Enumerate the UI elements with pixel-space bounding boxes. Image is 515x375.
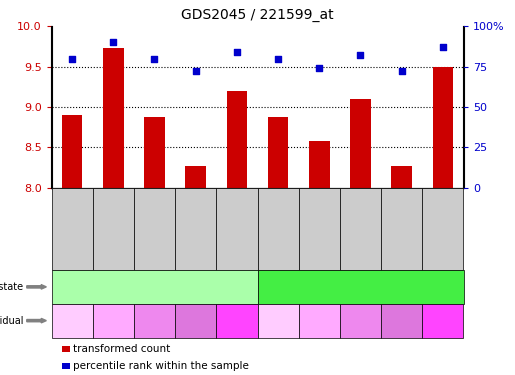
Text: T787: T787 <box>184 316 207 325</box>
Point <box>109 39 117 45</box>
Bar <box>391 166 412 188</box>
Point <box>68 56 76 62</box>
Bar <box>433 68 453 188</box>
Text: GSM88857: GSM88857 <box>232 204 242 254</box>
Text: IDC: IDC <box>351 282 370 292</box>
Text: GSM88850: GSM88850 <box>315 204 324 254</box>
Bar <box>144 117 165 188</box>
Text: T808: T808 <box>226 316 248 325</box>
Point <box>192 68 200 74</box>
Text: T808: T808 <box>432 316 454 325</box>
Text: individual: individual <box>0 316 23 326</box>
Point <box>398 68 406 74</box>
Text: T787: T787 <box>390 316 413 325</box>
Text: disease state: disease state <box>0 282 23 292</box>
Bar <box>185 166 206 188</box>
Text: T374: T374 <box>267 316 289 325</box>
Bar <box>268 117 288 188</box>
Bar <box>62 115 82 188</box>
Bar <box>350 99 371 188</box>
Point <box>315 65 323 71</box>
Point <box>233 49 241 55</box>
Bar <box>227 91 247 188</box>
Text: GSM88848: GSM88848 <box>273 204 283 254</box>
Point <box>356 52 365 58</box>
Text: GSM88855: GSM88855 <box>191 204 200 254</box>
Text: GSM88849: GSM88849 <box>67 204 77 254</box>
Text: percentile rank within the sample: percentile rank within the sample <box>73 361 249 370</box>
Text: GSM88851: GSM88851 <box>109 204 118 254</box>
Text: GDS2045 / 221599_at: GDS2045 / 221599_at <box>181 8 334 21</box>
Text: T661: T661 <box>143 316 166 325</box>
Text: T661: T661 <box>349 316 372 325</box>
Text: GSM88856: GSM88856 <box>438 204 448 254</box>
Point <box>274 56 282 62</box>
Text: GSM88852: GSM88852 <box>356 204 365 254</box>
Text: transformed count: transformed count <box>73 344 170 354</box>
Text: T374: T374 <box>61 316 83 325</box>
Text: T478: T478 <box>102 316 125 325</box>
Bar <box>103 48 124 188</box>
Point <box>150 56 159 62</box>
Text: GSM88854: GSM88854 <box>397 204 406 254</box>
Text: T478: T478 <box>308 316 331 325</box>
Text: GSM88853: GSM88853 <box>150 204 159 254</box>
Point <box>439 44 447 50</box>
Text: DCIS: DCIS <box>141 282 168 292</box>
Bar <box>309 141 330 188</box>
